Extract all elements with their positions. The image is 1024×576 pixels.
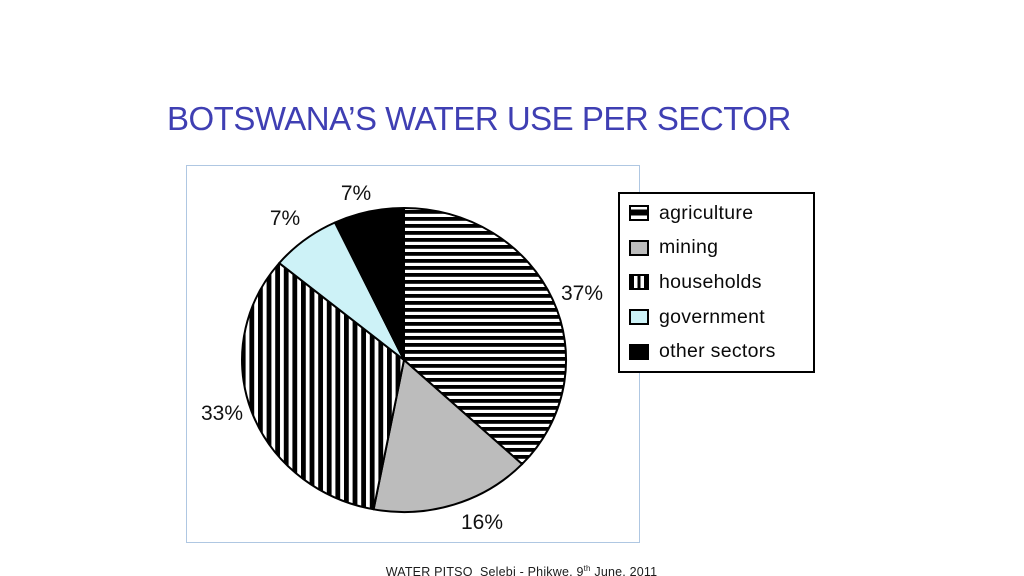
legend-label: government (659, 305, 765, 328)
legend-item-other-sectors: other sectors (629, 340, 813, 363)
legend-label: mining (659, 236, 719, 259)
slide-title: BOTSWANA’S WATER USE PER SECTOR (167, 100, 791, 137)
pie-slice-households (241, 262, 405, 511)
pie-slice-other-sectors (334, 207, 405, 361)
pie-slice-mining (372, 359, 524, 514)
pie-label-other-sectors: 7% (340, 182, 372, 205)
legend-swatch-icon (629, 239, 649, 256)
slide-footer: WATER PITSO Selebi - Phikwe, 9th June, 2… (371, 550, 657, 576)
legend-item-households: households (629, 271, 813, 294)
legend-swatch-icon (629, 274, 649, 291)
legend-item-government: government (629, 306, 813, 329)
pie-label-agriculture: 37% (560, 282, 604, 305)
chart-legend: agriculture mining households government oth… (618, 192, 815, 373)
legend-label: agriculture (659, 201, 754, 224)
pie-label-government: 7% (269, 207, 301, 230)
pie-label-households: 33% (200, 402, 244, 425)
pie-label-mining: 16% (460, 511, 504, 534)
pie-slice-agriculture (403, 207, 568, 466)
legend-swatch-icon (629, 309, 649, 326)
footer-text: WATER PITSO Selebi - Phikwe, 9 (385, 565, 584, 576)
footer-superscript: th (583, 564, 591, 573)
legend-item-agriculture: agriculture (629, 202, 813, 225)
legend-label: other sectors (659, 340, 776, 363)
footer-text-rest: June, 2011 (590, 565, 658, 576)
legend-label: households (659, 270, 762, 293)
legend-item-mining: mining (629, 236, 813, 259)
legend-swatch-icon (629, 205, 649, 222)
legend-swatch-icon (629, 343, 649, 360)
